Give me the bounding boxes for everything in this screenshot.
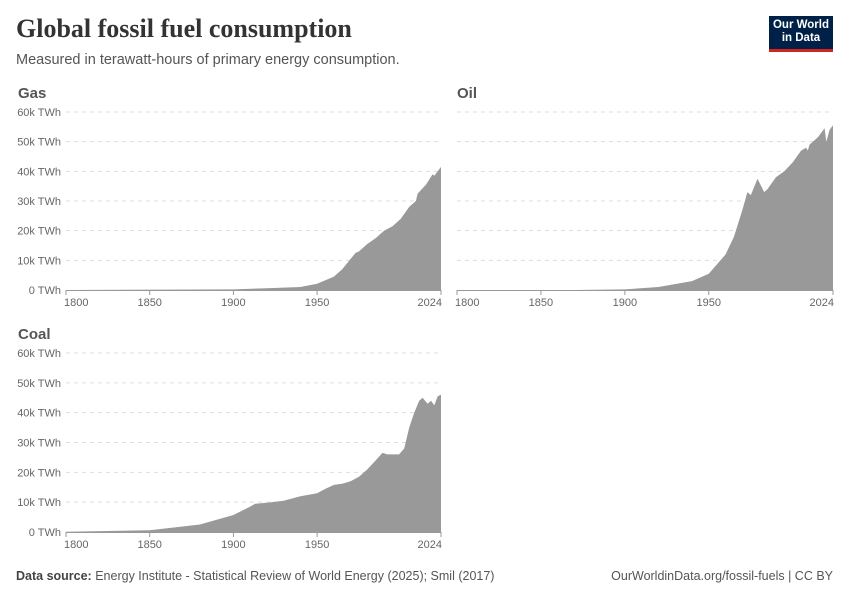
x-tick-label: 1950: [305, 297, 329, 309]
y-tick-label: 10k TWh: [17, 255, 61, 267]
x-tick-label: 1900: [613, 297, 637, 309]
area-series: [66, 166, 441, 290]
chart-subtitle: Measured in terawatt-hours of primary en…: [16, 52, 400, 68]
y-tick-label: 60k TWh: [17, 348, 61, 360]
x-tick-label: 1850: [137, 297, 161, 309]
y-tick-label: 30k TWh: [17, 196, 61, 208]
owid-logo[interactable]: Our World in Data: [769, 16, 833, 52]
x-tick-label: 2024: [810, 297, 834, 309]
panel-gas: Gas 0 TWh 10k TWh 20k TWh 30k TWh 40k TWh 50k …: [17, 85, 442, 309]
y-tick-label: 40k TWh: [17, 408, 61, 420]
y-tick-label: 0 TWh: [29, 285, 61, 297]
y-tick-label: 40k TWh: [17, 166, 61, 178]
panel-title: Coal: [18, 326, 51, 343]
x-tick-label: 1950: [697, 297, 721, 309]
y-tick-label: 20k TWh: [17, 226, 61, 238]
panel-oil: Oil 1800 1850 1900 1950 2024: [455, 85, 834, 309]
x-tick-label: 1850: [529, 297, 553, 309]
y-tick-label: 30k TWh: [17, 438, 61, 450]
x-tick-label: 1900: [221, 297, 245, 309]
x-tick-label: 1850: [137, 539, 161, 551]
panel-title: Gas: [18, 85, 46, 102]
source-text: Energy Institute - Statistical Review of…: [95, 569, 495, 583]
y-tick-label: 20k TWh: [17, 467, 61, 479]
data-source: Data source: Energy Institute - Statisti…: [16, 569, 494, 583]
y-tick-label: 10k TWh: [17, 497, 61, 509]
logo-line1: Our World: [772, 19, 829, 31]
y-tick-label: 60k TWh: [17, 107, 61, 119]
panel-coal: Coal 0 TWh 10k TWh 20k TWh 30k TWh 40k TWh 50k…: [17, 326, 442, 551]
x-tick-label: 2024: [418, 297, 442, 309]
x-tick-label: 1800: [64, 297, 88, 309]
area-series: [457, 125, 833, 290]
x-tick-label: 1800: [455, 297, 479, 309]
logo-line2: in Data: [781, 32, 821, 44]
source-label: Data source:: [16, 569, 92, 583]
area-series: [66, 394, 441, 532]
y-tick-label: 50k TWh: [17, 137, 61, 149]
credit-link[interactable]: OurWorldinData.org/fossil-fuels | CC BY: [611, 569, 833, 583]
y-tick-label: 50k TWh: [17, 378, 61, 390]
x-tick-label: 1800: [64, 539, 88, 551]
x-tick-label: 1900: [221, 539, 245, 551]
y-tick-label: 0 TWh: [29, 527, 61, 539]
chart-title: Global fossil fuel consumption: [16, 14, 352, 43]
x-tick-label: 1950: [305, 539, 329, 551]
x-tick-label: 2024: [418, 539, 442, 551]
panel-title: Oil: [457, 85, 477, 102]
